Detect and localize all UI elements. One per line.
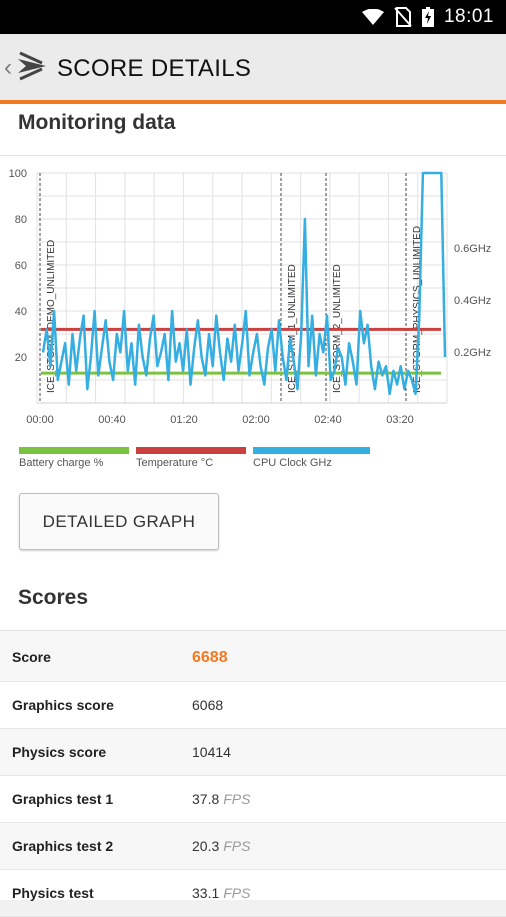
score-unit: FPS [223, 885, 251, 901]
page-title: SCORE DETAILS [57, 55, 252, 82]
x-tick-label: 02:00 [242, 414, 270, 426]
battery-charging-icon [421, 7, 434, 27]
y-tick-label: 100 [9, 168, 27, 180]
back-icon[interactable]: ‹ [4, 54, 12, 81]
score-value: 33.1 FPS [192, 885, 250, 901]
y2-tick-label: 0.2GHz [454, 347, 491, 359]
score-value: 20.3 FPS [192, 838, 250, 854]
score-row: Graphics test 1 37.8 FPS [0, 776, 506, 823]
monitoring-title: Monitoring data [18, 111, 176, 134]
score-label: Physics test [12, 885, 94, 901]
legend-label: Temperature °C [136, 457, 214, 469]
scores-table: Score 6688 Graphics score 6068 Physics s… [0, 631, 506, 917]
score-row: Physics test 33.1 FPS [0, 870, 506, 917]
scores-title: Scores [18, 586, 89, 609]
score-value: 10414 [192, 744, 231, 760]
status-bar: 18:01 [0, 0, 506, 34]
y2-tick-label: 0.4GHz [454, 295, 491, 307]
legend-swatch [253, 447, 370, 454]
monitoring-chart[interactable]: 20 40 60 80 100 0.2GHz 0.4GHz 0.6GHz 00:00 00:40 0… [0, 165, 506, 437]
x-tick-label: 02:40 [314, 414, 342, 426]
app-bar: ‹ SCORE DETAILS [0, 34, 506, 100]
legend-label: Battery charge % [19, 457, 104, 469]
score-label: Graphics test 1 [12, 791, 114, 807]
score-row: Physics score 10414 [0, 729, 506, 776]
segment-label: ICE_STORM_DEMO_UNLIMITED [46, 240, 57, 393]
legend-swatch [19, 447, 129, 454]
app-logo-icon[interactable] [16, 51, 50, 81]
score-number: 37.8 [192, 791, 220, 807]
score-label: Graphics score [12, 697, 114, 713]
y-tick-label: 40 [15, 306, 27, 318]
score-label: Score [12, 649, 51, 665]
y2-tick-label: 0.6GHz [454, 243, 491, 255]
y-tick-label: 60 [15, 260, 27, 272]
divider [0, 630, 506, 631]
x-tick-label: 01:20 [170, 414, 198, 426]
legend-item-temperature: Temperature °C [136, 447, 246, 477]
x-tick-label: 00:40 [98, 414, 126, 426]
series-cpu-line [41, 171, 447, 396]
score-row: Graphics score 6068 [0, 682, 506, 729]
score-label: Graphics test 2 [12, 838, 114, 854]
legend-item-battery: Battery charge % [19, 447, 129, 477]
divider [0, 155, 506, 156]
score-row-total: Score 6688 [0, 631, 506, 682]
x-tick-label: 03:20 [386, 414, 414, 426]
score-row: Graphics test 2 20.3 FPS [0, 823, 506, 870]
legend-item-cpu: CPU Clock GHz [253, 447, 370, 477]
y-tick-label: 80 [15, 214, 27, 226]
y-tick-label: 20 [15, 352, 27, 364]
wifi-icon [361, 9, 384, 25]
score-value: 37.8 FPS [192, 791, 250, 807]
score-unit: FPS [223, 791, 251, 807]
score-number: 20.3 [192, 838, 220, 854]
score-value: 6688 [192, 649, 228, 666]
legend-label: CPU Clock GHz [253, 457, 332, 469]
score-value: 6068 [192, 697, 224, 713]
score-number: 33.1 [192, 885, 220, 901]
no-sim-icon [394, 7, 412, 27]
status-time: 18:01 [443, 6, 494, 27]
x-tick-label: 00:00 [26, 414, 54, 426]
detailed-graph-button[interactable]: DETAILED GRAPH [19, 493, 219, 550]
score-unit: FPS [223, 838, 251, 854]
segment-label: ICE_STORM_PHYSICS_UNLIMITED [412, 226, 423, 393]
score-label: Physics score [12, 744, 107, 760]
accent-bar [0, 100, 506, 104]
legend-swatch [136, 447, 246, 454]
